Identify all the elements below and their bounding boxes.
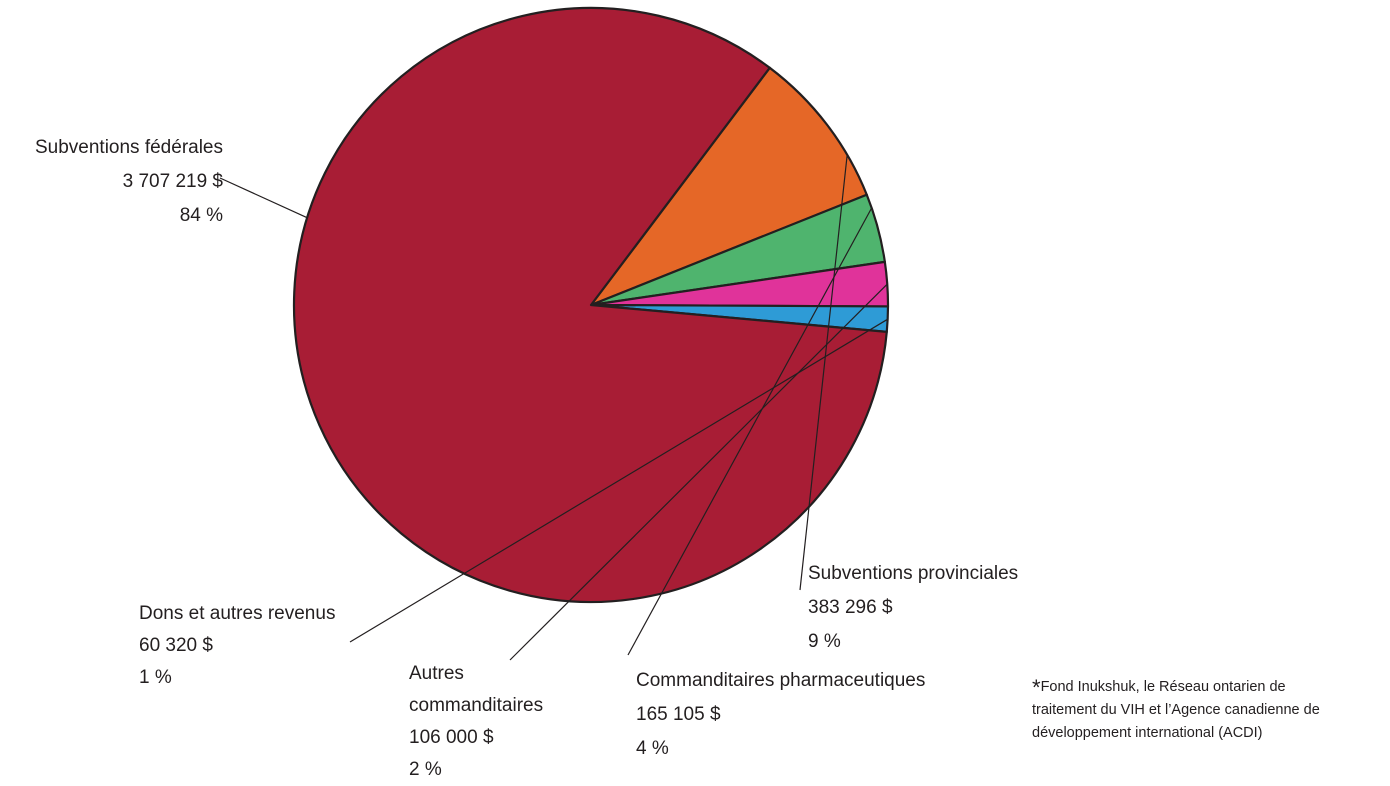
- footnote: *Fond Inukshuk, le Réseau ontarien de tr…: [1032, 676, 1320, 745]
- footnote-line-3: développement international (ACDI): [1032, 725, 1263, 741]
- slice-amount-text: 106 000 $: [409, 727, 494, 748]
- slice-label-text: Dons et autres revenus: [139, 603, 336, 624]
- slice-label-text: Subventions fédérales: [34, 137, 223, 158]
- slice-percent-text: 1 %: [139, 667, 172, 688]
- slice-label-text: Commanditaires pharmaceutiques: [636, 670, 926, 691]
- slice-percent-text: 84 %: [179, 205, 223, 226]
- slice-amount-text: 60 320 $: [139, 635, 213, 656]
- footnote-text-1: Fond Inukshuk, le Réseau ontarien de: [1040, 679, 1286, 695]
- slice-label-line-2: commanditaires: [409, 695, 544, 716]
- slice-percent-text: 9 %: [808, 631, 841, 652]
- label-autres-commanditaires: Autres commanditaires 106 000 $ 2 %: [409, 658, 543, 786]
- label-subventions-provinciales: Subventions provinciales 383 296 $ 9 %: [808, 557, 1018, 659]
- leader-line: [219, 177, 308, 219]
- slice-label-text: Subventions provinciales: [808, 563, 1019, 584]
- leader-line: [349, 318, 889, 643]
- pie-slice-subventions-federales: [292, 6, 888, 604]
- slice-label-line-1: Autres: [409, 663, 464, 684]
- footnote-line-1: *Fond Inukshuk, le Réseau ontarien de: [1032, 676, 1320, 699]
- slice-amount-text: 165 105 $: [636, 704, 721, 725]
- leader-line: [509, 283, 888, 661]
- footnote-line-2: traitement du VIH et l’Agence canadienne…: [1032, 702, 1320, 718]
- label-commanditaires-pharmaceutiques: Commanditaires pharmaceutiques 165 105 $…: [636, 664, 925, 766]
- slice-amount-text: 383 296 $: [808, 597, 893, 618]
- slice-percent-text: 4 %: [636, 738, 669, 759]
- leader-lines: [219, 154, 889, 661]
- footnote-marker: *: [1032, 675, 1041, 700]
- leader-line: [799, 154, 848, 591]
- slice-amount-text: 3 707 219 $: [122, 171, 223, 192]
- label-subventions-federales: Subventions fédérales 3 707 219 $ 84 %: [35, 131, 223, 233]
- slice-percent-text: 2 %: [409, 759, 442, 780]
- label-dons-autres-revenus: Dons et autres revenus 60 320 $ 1 %: [139, 598, 335, 694]
- pie-slice-subventions-provinciales: [589, 66, 868, 307]
- pie-slices: [292, 6, 890, 604]
- leader-line: [627, 207, 873, 656]
